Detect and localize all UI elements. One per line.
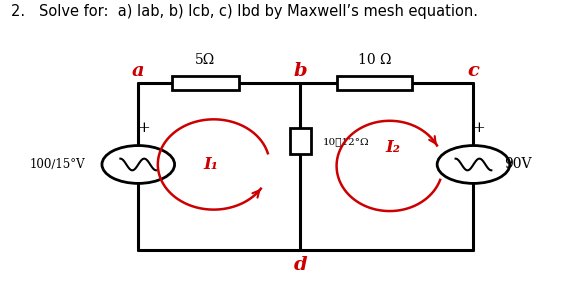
Text: b: b	[294, 62, 307, 80]
Text: I₁: I₁	[203, 156, 218, 173]
Text: +: +	[137, 121, 150, 135]
Text: c: c	[468, 62, 479, 80]
Text: 10∡12°Ω: 10∡12°Ω	[322, 137, 369, 146]
Circle shape	[437, 146, 510, 183]
Text: 5Ω: 5Ω	[195, 53, 215, 67]
Text: I₂: I₂	[385, 138, 400, 156]
Text: +: +	[472, 121, 485, 135]
Bar	[290, 128, 311, 154]
Text: d: d	[294, 256, 307, 274]
Text: 100∕15°V: 100∕15°V	[29, 158, 85, 171]
Text: 10 Ω: 10 Ω	[358, 53, 391, 67]
Circle shape	[102, 146, 175, 183]
Text: 2.   Solve for:  a) Iab, b) Icb, c) Ibd by Maxwell’s mesh equation.: 2. Solve for: a) Iab, b) Icb, c) Ibd by …	[12, 4, 478, 19]
Text: a: a	[132, 62, 145, 80]
Bar	[172, 76, 239, 90]
Bar	[336, 76, 412, 90]
Text: 90V: 90V	[505, 158, 532, 171]
